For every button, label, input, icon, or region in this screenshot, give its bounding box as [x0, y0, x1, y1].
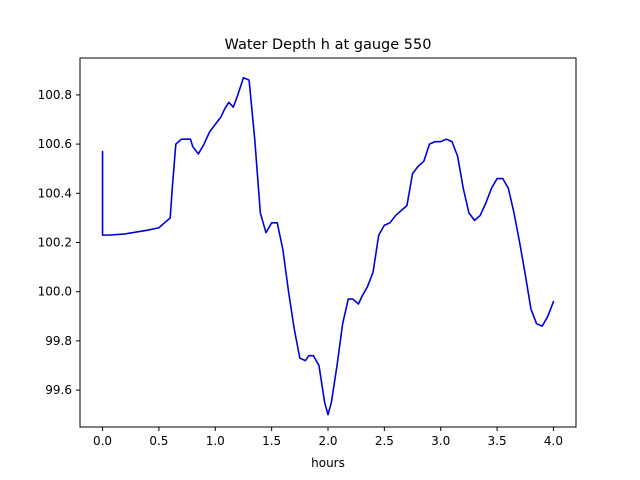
x-axis-label: hours [311, 456, 345, 470]
chart-title: Water Depth h at gauge 550 [225, 37, 432, 53]
y-tick-label: 100.6 [38, 137, 72, 151]
x-tick-label: 4.0 [544, 434, 563, 448]
x-tick-label: 2.0 [318, 434, 337, 448]
series-line-0 [101, 76, 555, 416]
y-tick-label: 100.8 [38, 88, 72, 102]
x-tick-label: 0.5 [149, 434, 168, 448]
y-tick-label: 99.8 [45, 334, 72, 348]
plot-area [101, 76, 555, 416]
x-tick-label: 3.5 [488, 434, 507, 448]
x-tick-label: 1.5 [262, 434, 281, 448]
x-tick-label: 3.0 [431, 434, 450, 448]
x-tick-label: 0.0 [93, 434, 112, 448]
x-axis: 0.0 0.5 1.0 1.5 2.0 2.5 3.0 3.5 4.0 [93, 427, 563, 448]
y-tick-label: 100.0 [38, 285, 72, 299]
y-tick-label: 100.4 [38, 186, 72, 200]
x-tick-label: 2.5 [375, 434, 394, 448]
y-axis: 99.6 99.8 100.0 100.2 100.4 100.6 100.8 [38, 88, 80, 397]
y-tick-label: 100.2 [38, 236, 72, 250]
x-tick-label: 1.0 [206, 434, 225, 448]
y-tick-label: 99.6 [45, 383, 72, 397]
